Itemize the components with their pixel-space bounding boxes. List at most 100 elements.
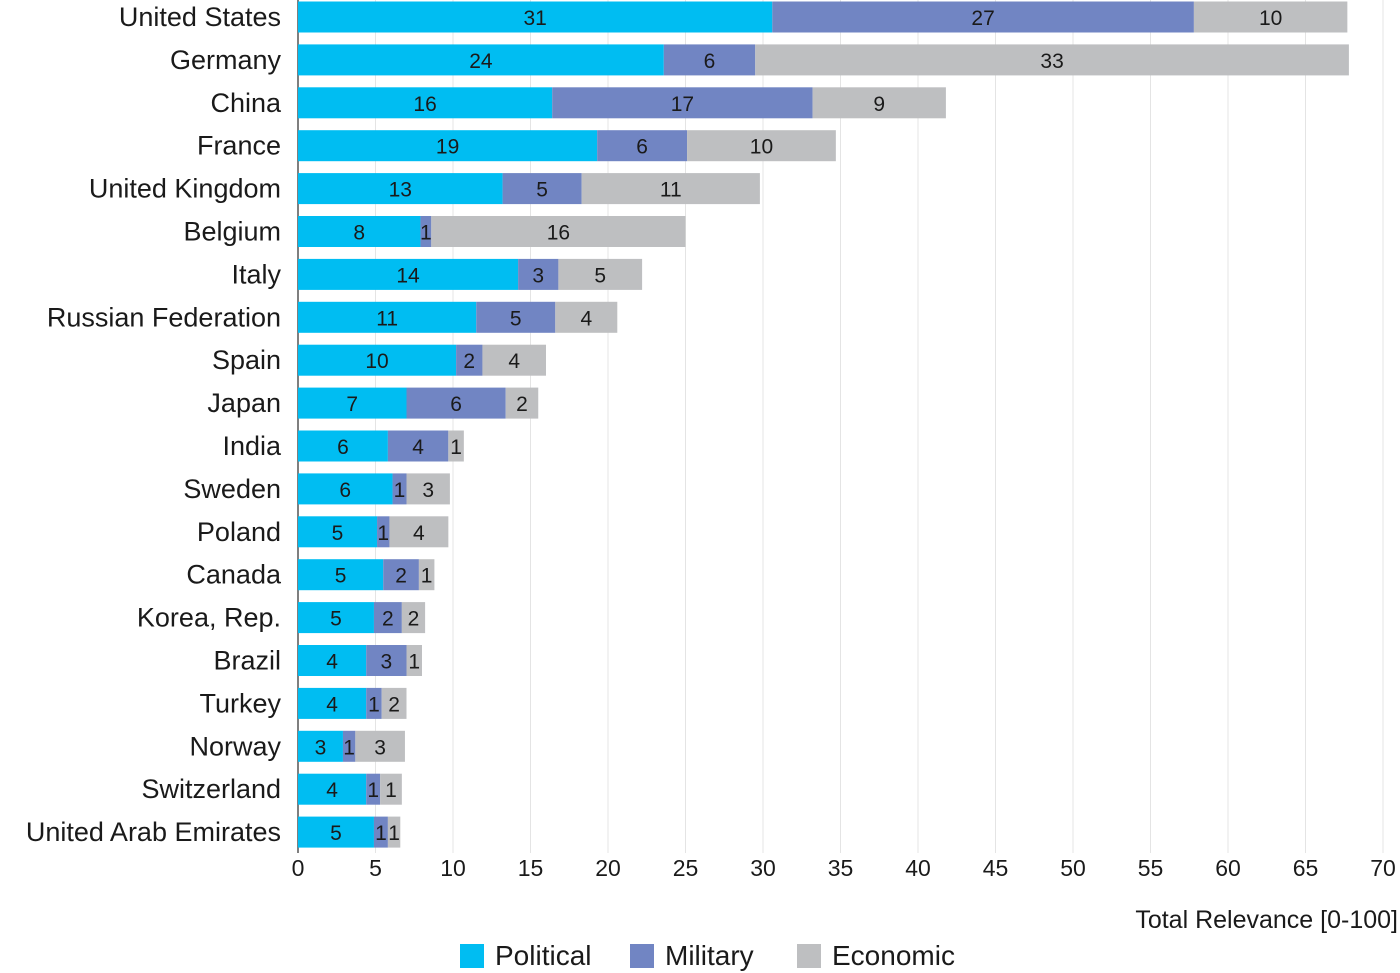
- x-tick-label: 65: [1293, 855, 1319, 881]
- x-axis: 0 5 10 15 20 25 30 35 40 45 50 55 60 65 70: [292, 855, 1396, 881]
- legend-swatch-military: [630, 944, 654, 968]
- x-axis-title: Total Relevance [0-100]: [1135, 906, 1398, 934]
- bar-political-segment: [298, 173, 503, 205]
- bar-data-label: 6: [704, 50, 716, 73]
- category-label: Norway: [189, 731, 281, 761]
- bar-military-segment: [420, 216, 432, 247]
- bar-political-segment: [298, 130, 598, 162]
- bar-political-segment: [298, 559, 384, 591]
- bar-economic-segment: [381, 687, 407, 719]
- x-tick-label: 15: [518, 855, 544, 881]
- bar-economic-segment: [418, 559, 435, 591]
- bar-political-segment: [298, 344, 457, 376]
- bar-military-segment: [406, 387, 506, 419]
- bar-economic-segment: [355, 730, 405, 762]
- bar-economic-segment: [505, 387, 539, 419]
- bar-data-label: 4: [508, 350, 520, 373]
- bar-data-label: 1: [375, 822, 387, 845]
- bar-political-segment: [298, 387, 407, 419]
- category-label: France: [197, 131, 281, 161]
- bar-political-segment: [298, 773, 367, 805]
- bar-data-label: 4: [580, 307, 592, 330]
- x-tick-label: 30: [750, 855, 776, 881]
- bar-data-label: 1: [394, 479, 406, 502]
- legend-label-political: Political: [495, 940, 591, 971]
- bar-data-label: 5: [330, 822, 342, 845]
- bar-data-label: 6: [450, 393, 462, 416]
- bar-data-label: 5: [335, 565, 347, 588]
- category-label: Germany: [170, 45, 282, 75]
- bar-data-label: 3: [532, 264, 544, 287]
- bar-data-label: 9: [873, 93, 885, 116]
- category-label: Switzerland: [141, 774, 281, 804]
- category-label: Canada: [186, 560, 282, 590]
- category-label: United Kingdom: [89, 174, 281, 204]
- bar-military-segment: [373, 816, 388, 848]
- bar-military-segment: [383, 559, 419, 591]
- bar-military-segment: [366, 645, 407, 676]
- bar-data-label: 1: [450, 436, 462, 459]
- bar-data-label: 17: [671, 93, 694, 116]
- x-tick-label: 5: [369, 855, 382, 881]
- category-label: Turkey: [199, 688, 281, 718]
- category-label: China: [210, 88, 282, 118]
- bar-data-label: 7: [346, 393, 358, 416]
- bar-political-segment: [298, 516, 378, 548]
- bar-military-segment: [373, 602, 402, 634]
- bar-military-segment: [366, 773, 381, 805]
- bar-data-label: 1: [420, 222, 432, 245]
- bar-economic-segment: [687, 130, 836, 162]
- bar-political-segment: [298, 816, 374, 848]
- x-tick-label: 70: [1370, 855, 1396, 881]
- bar-data-label: 14: [396, 264, 420, 287]
- x-tick-label: 20: [595, 855, 621, 881]
- bar-economic-segment: [812, 87, 946, 119]
- bar-military-segment: [518, 258, 559, 290]
- bar-economic-segment: [1193, 1, 1348, 33]
- bar-military-segment: [387, 430, 449, 462]
- bar-data-label: 5: [536, 179, 548, 202]
- bar-data-label: 6: [337, 436, 349, 459]
- legend-swatch-political: [460, 944, 484, 968]
- bar-economic-segment: [387, 816, 401, 848]
- bar-political-segment: [298, 602, 374, 634]
- x-tick-label: 45: [983, 855, 1009, 881]
- category-label: Poland: [197, 517, 281, 547]
- bar-data-label: 19: [436, 136, 459, 159]
- bar-data-label: 31: [523, 7, 546, 30]
- bar-data-label: 24: [469, 50, 493, 73]
- gridlines: [297, 0, 1384, 853]
- x-tick-label: 60: [1215, 855, 1241, 881]
- bar-economic-segment: [406, 645, 422, 676]
- bar-data-label: 3: [422, 479, 434, 502]
- bar-data-label: 6: [636, 136, 648, 159]
- legend-swatch-economic: [797, 944, 821, 968]
- bar-economic-segment: [389, 516, 449, 548]
- bar-data-label: 3: [315, 736, 327, 759]
- bar-data-label: 11: [376, 307, 398, 330]
- bar-economic-segment: [755, 44, 1349, 76]
- bar-political-segment: [298, 730, 343, 762]
- bar-data-label: 13: [389, 179, 412, 202]
- bar-political-segment: [298, 645, 367, 676]
- category-label: United States: [119, 2, 281, 32]
- bar-data-label: 10: [365, 350, 388, 373]
- bar-data-label: 2: [395, 565, 407, 588]
- bar-military-segment: [342, 730, 356, 762]
- bar-data-label: 1: [408, 651, 420, 674]
- bar-data-label: 5: [594, 264, 606, 287]
- category-label: Sweden: [183, 474, 281, 504]
- category-label: Brazil: [213, 646, 281, 676]
- x-tick-label: 40: [905, 855, 931, 881]
- bar-data-label: 2: [463, 350, 475, 373]
- bar-economic-segment: [482, 344, 546, 376]
- bar-data-label: 3: [374, 736, 386, 759]
- bar-data-label: 1: [368, 693, 380, 716]
- category-label: Spain: [212, 345, 281, 375]
- bar-data-label: 4: [326, 779, 338, 802]
- bar-data-label: 5: [330, 608, 342, 631]
- bar-military-segment: [663, 44, 756, 76]
- bar-political-segment: [298, 87, 553, 119]
